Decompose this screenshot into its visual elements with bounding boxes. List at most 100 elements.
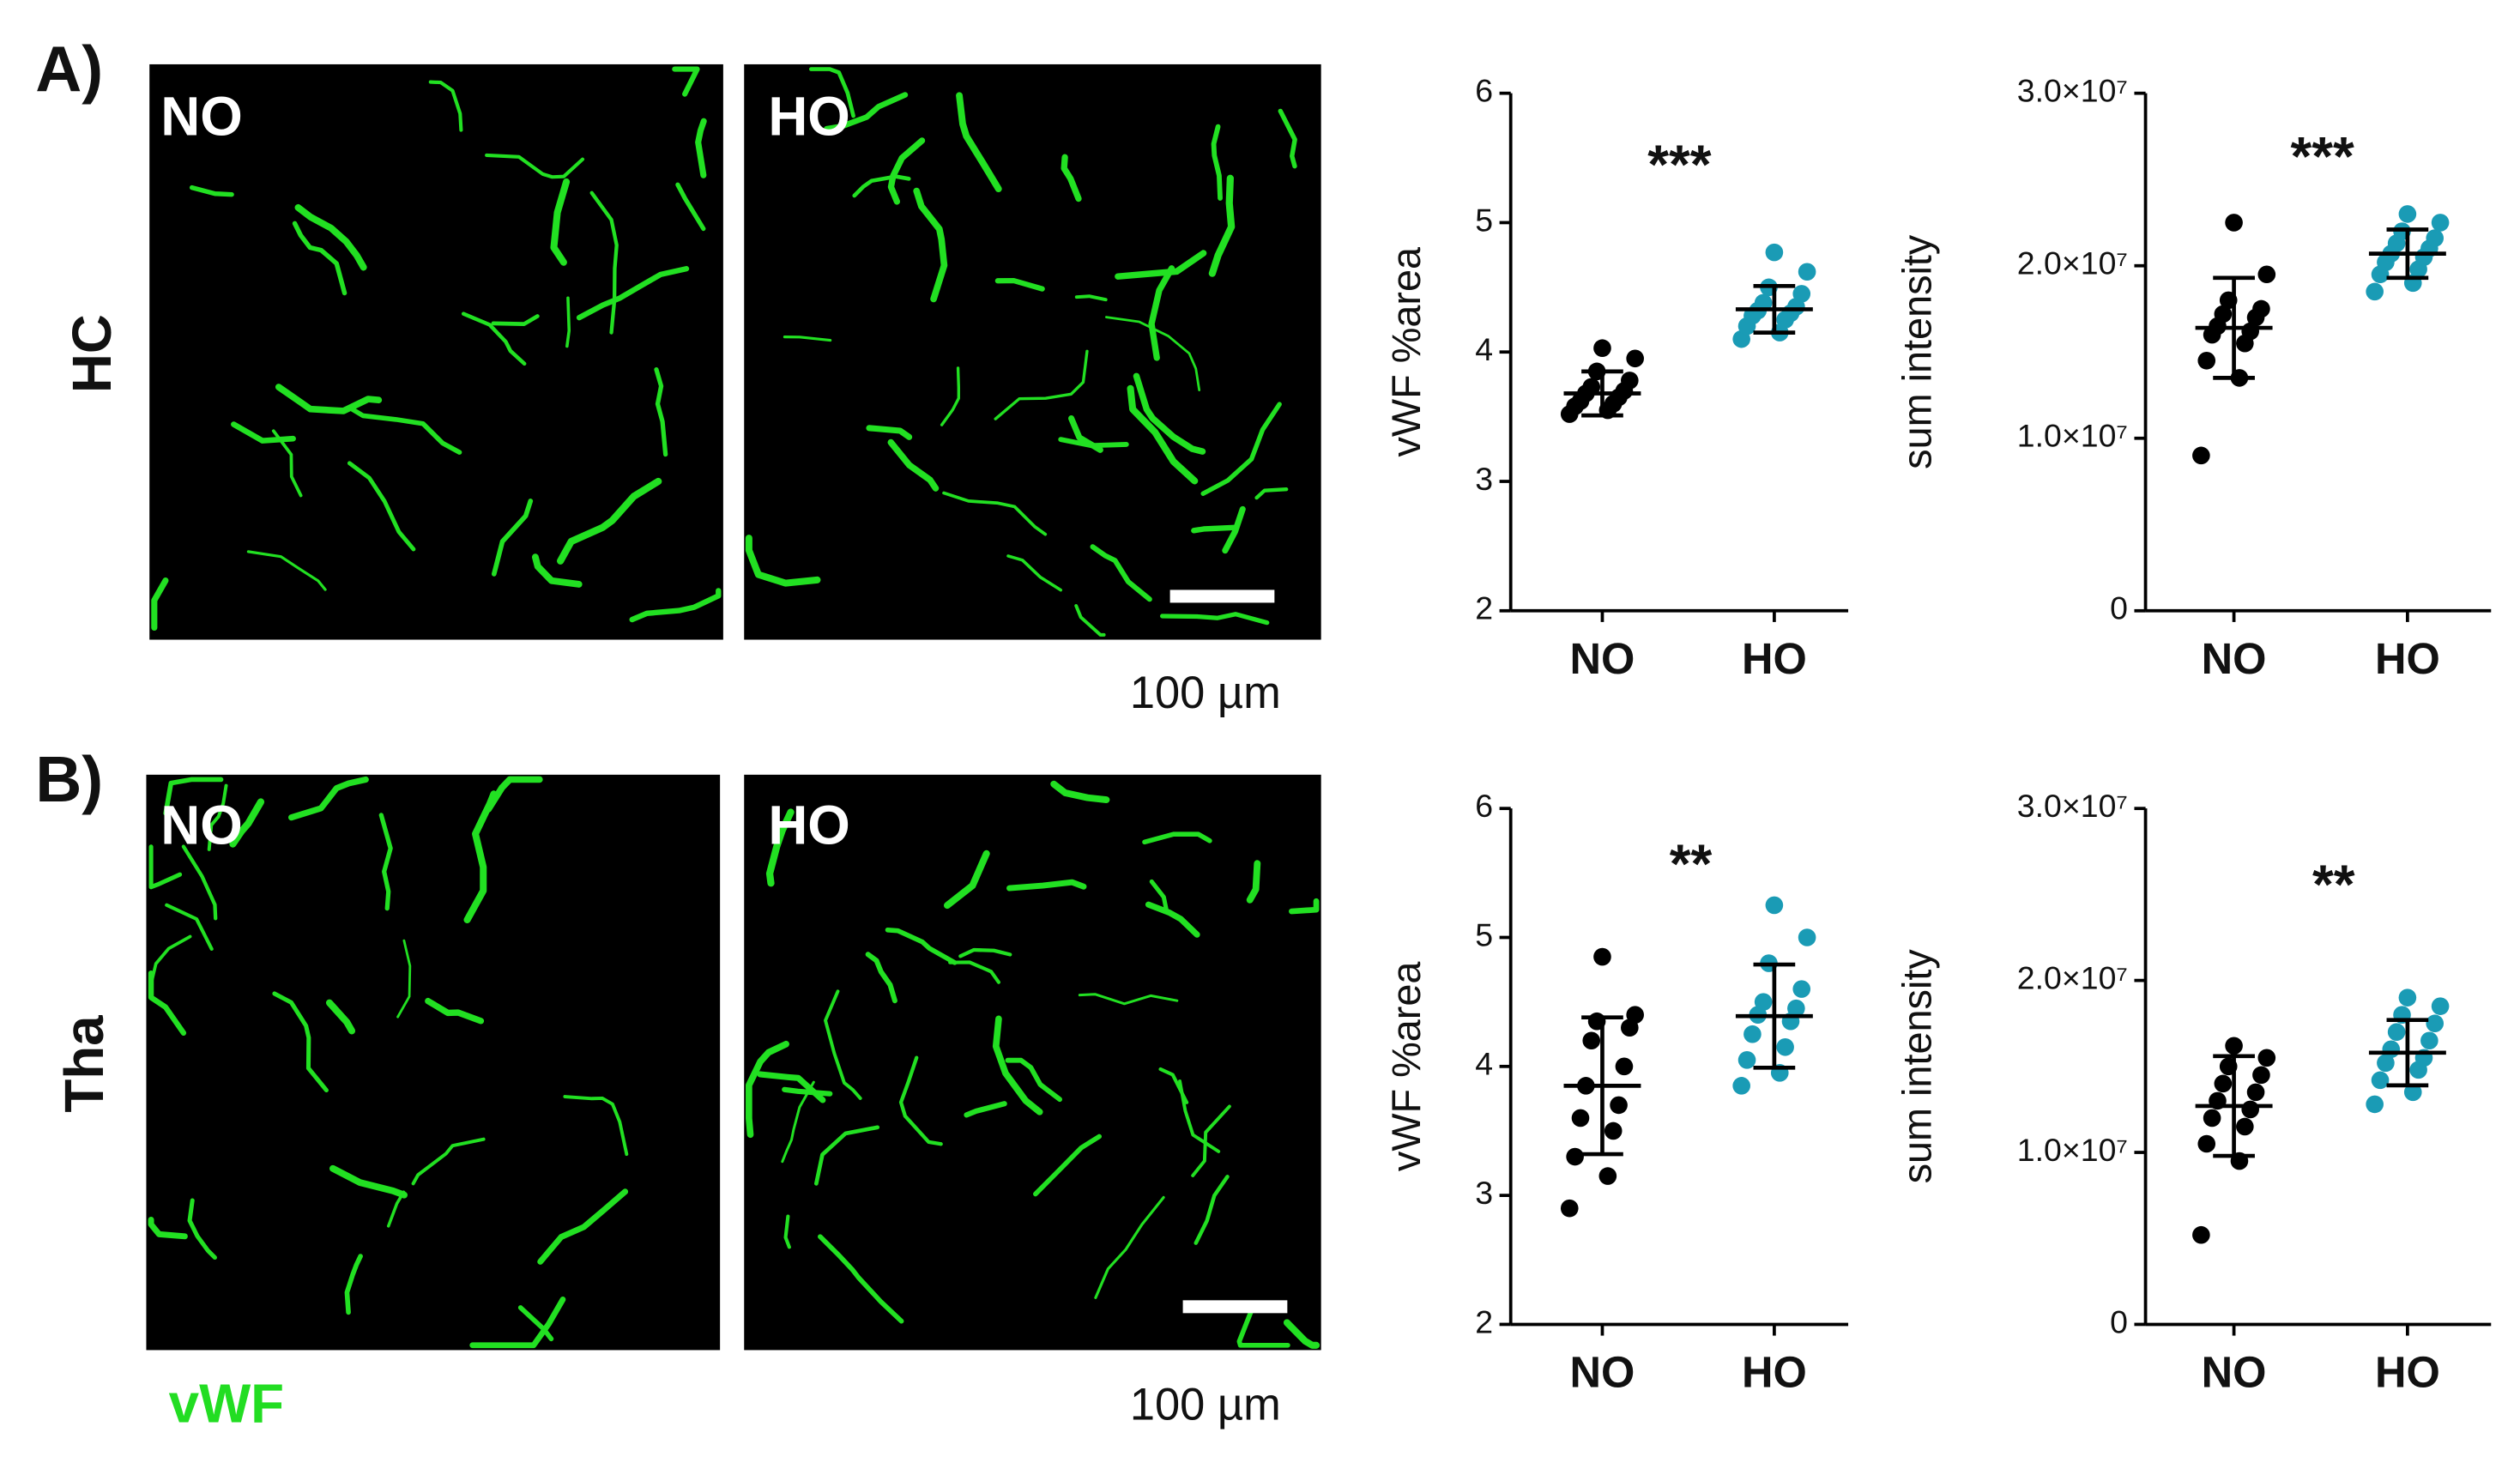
scale-label: 100 µm: [1130, 1381, 1281, 1430]
y-tick-label: 1.0×10⁷: [2017, 418, 2128, 454]
annotation: ***: [1647, 135, 1712, 196]
vessel: [1006, 554, 1063, 592]
vessel: [994, 349, 1089, 420]
data-point: [2403, 1083, 2422, 1102]
data-point: [1560, 1199, 1579, 1218]
micrographs: [146, 63, 1321, 1351]
data-point: [2426, 229, 2444, 247]
y-tick-label: 3.0×10⁷: [2017, 788, 2128, 824]
vessel: [824, 92, 909, 132]
y-tick-label: 3.0×10⁷: [2017, 73, 2128, 109]
y-tick-label: 5: [1475, 916, 1493, 952]
vessel: [1149, 879, 1169, 915]
data-point: [1754, 993, 1773, 1011]
y-tick-label: 2: [1475, 590, 1493, 626]
data-point: [2420, 1031, 2438, 1050]
vessel: [1159, 612, 1270, 626]
y-tick-label: 2.0×10⁷: [2017, 245, 2128, 281]
stain-label: vWF: [169, 1374, 284, 1435]
vessel: [1105, 316, 1201, 392]
image-label: NO: [160, 795, 243, 855]
data-point: [2366, 282, 2384, 301]
vessel: [378, 813, 393, 911]
vessel: [246, 550, 327, 591]
vessel: [852, 174, 911, 198]
y-tick-label: 4: [1475, 331, 1493, 367]
vessel: [1127, 384, 1199, 485]
data-point: [1787, 999, 1805, 1018]
vessel: [865, 952, 897, 1004]
vessel: [425, 997, 485, 1025]
vessel: [189, 184, 234, 197]
vessel: [1200, 402, 1282, 496]
vessel: [1145, 901, 1200, 938]
annotation: **: [2312, 855, 2355, 916]
vessel: [428, 80, 463, 132]
vessel: [765, 808, 795, 887]
vessel: [491, 499, 534, 577]
vessel: [1033, 1134, 1103, 1197]
vessel: [148, 844, 183, 890]
micrograph: [146, 774, 721, 1351]
vessel: [1094, 1195, 1165, 1299]
vessel: [563, 1095, 629, 1157]
vessel: [485, 776, 543, 813]
data-point: [2257, 1049, 2276, 1067]
x-tick-label: HO: [1742, 1348, 1807, 1397]
panel-label: B): [35, 743, 103, 815]
vessel: [885, 927, 958, 965]
vessel: [866, 425, 913, 440]
data-point: [1754, 293, 1773, 312]
vessel: [783, 1214, 791, 1249]
vessel: [940, 366, 960, 426]
vessel: [1191, 524, 1237, 534]
y-tick-label: 0: [2110, 1303, 2128, 1339]
data-point: [2377, 1054, 2395, 1073]
data-point: [1765, 243, 1784, 262]
vessel: [1289, 898, 1320, 915]
vessel: [1058, 437, 1129, 449]
vessel: [809, 67, 855, 118]
data-point: [2197, 351, 2216, 370]
data-point: [2366, 1095, 2384, 1114]
scale-label: 100 µm: [1130, 668, 1281, 718]
data-point: [1743, 1025, 1762, 1043]
vessel: [207, 783, 228, 851]
vessel: [550, 178, 571, 266]
data-point: [2214, 305, 2233, 323]
vessel: [461, 311, 527, 366]
vessel: [272, 991, 329, 1093]
vessel: [1006, 879, 1087, 892]
vessel: [672, 66, 700, 97]
data-point: [1626, 349, 1644, 368]
vessel: [148, 1217, 188, 1240]
data-point: [2225, 214, 2243, 232]
region-label: Tha: [54, 1015, 115, 1113]
vessel: [531, 553, 583, 588]
vessel: [491, 314, 540, 326]
x-tick-label: HO: [2375, 634, 2440, 683]
vessel: [589, 190, 619, 335]
vessel: [675, 182, 706, 232]
data-point: [1593, 339, 1611, 358]
vessel: [565, 296, 571, 348]
vessel: [1142, 831, 1212, 845]
vessel: [992, 1015, 1043, 1115]
vessel: [187, 1198, 217, 1261]
vessel: [1278, 108, 1297, 169]
vessel: [557, 477, 662, 565]
annotation: **: [1670, 833, 1713, 894]
annotation: ***: [2290, 126, 2354, 187]
vessel: [537, 1188, 629, 1265]
data-point: [2203, 1109, 2221, 1128]
vessel: [163, 777, 224, 816]
vessel: [964, 1101, 1007, 1118]
vessel: [745, 535, 821, 587]
image-label: NO: [160, 86, 243, 147]
vessel: [1246, 860, 1261, 904]
data-point: [1621, 372, 1639, 390]
vessel: [1222, 505, 1246, 554]
y-axis-label: sum intensity: [1895, 234, 1940, 469]
data-point: [1582, 378, 1601, 396]
data-point: [2398, 988, 2417, 1007]
